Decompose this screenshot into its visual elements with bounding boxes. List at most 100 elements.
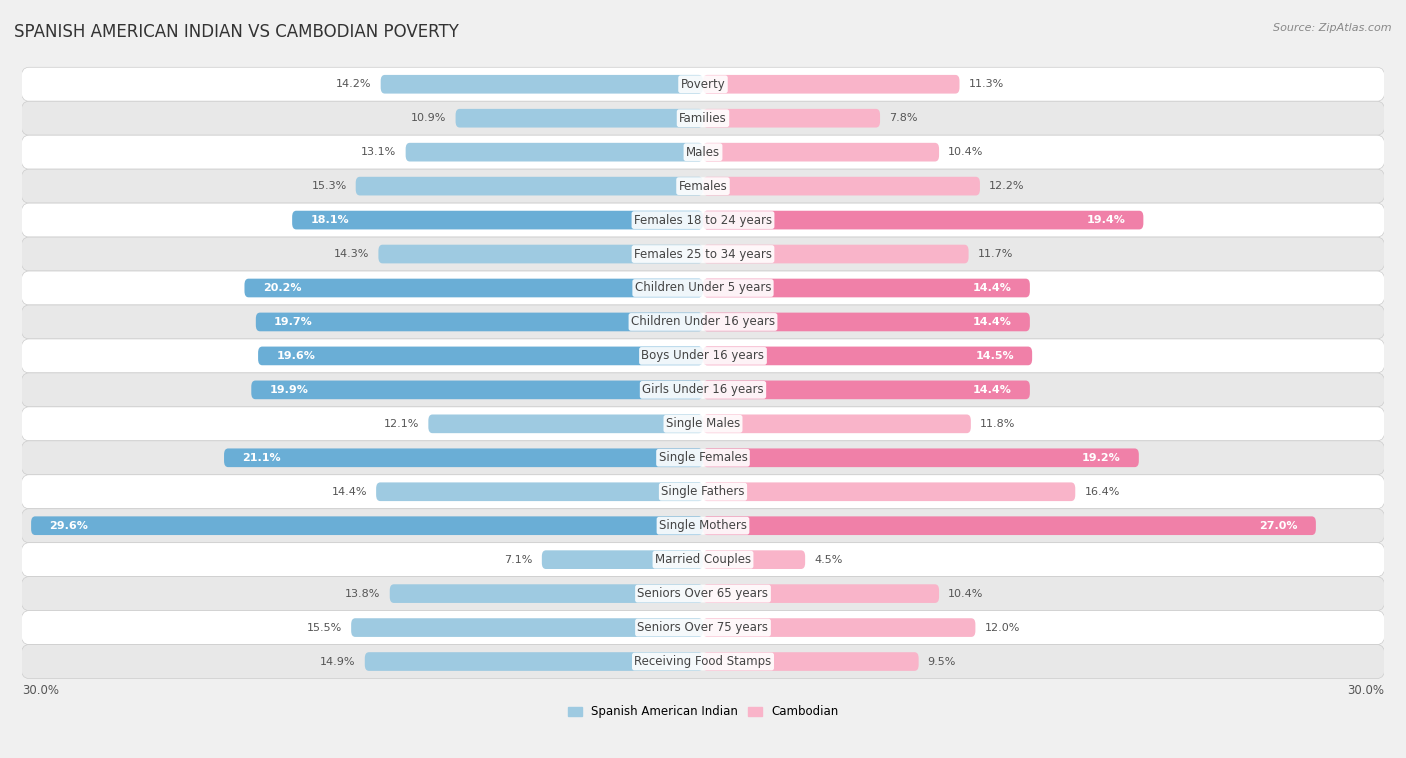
Text: 14.3%: 14.3% <box>335 249 370 259</box>
Text: Single Females: Single Females <box>658 451 748 465</box>
Text: 14.4%: 14.4% <box>973 283 1012 293</box>
Text: Boys Under 16 years: Boys Under 16 years <box>641 349 765 362</box>
Text: Females: Females <box>679 180 727 193</box>
Text: 29.6%: 29.6% <box>49 521 89 531</box>
Text: 19.4%: 19.4% <box>1087 215 1125 225</box>
FancyBboxPatch shape <box>703 312 1029 331</box>
Text: Females 25 to 34 years: Females 25 to 34 years <box>634 248 772 261</box>
FancyBboxPatch shape <box>703 415 972 433</box>
Text: Single Mothers: Single Mothers <box>659 519 747 532</box>
Text: 19.2%: 19.2% <box>1081 453 1121 463</box>
Text: 19.6%: 19.6% <box>276 351 315 361</box>
Text: 30.0%: 30.0% <box>22 684 59 697</box>
FancyBboxPatch shape <box>21 237 1385 271</box>
Text: 4.5%: 4.5% <box>814 555 842 565</box>
FancyBboxPatch shape <box>21 135 1385 169</box>
Legend: Spanish American Indian, Cambodian: Spanish American Indian, Cambodian <box>562 700 844 723</box>
FancyBboxPatch shape <box>21 475 1385 509</box>
Text: 19.9%: 19.9% <box>270 385 308 395</box>
Text: 13.1%: 13.1% <box>361 147 396 157</box>
Text: Married Couples: Married Couples <box>655 553 751 566</box>
FancyBboxPatch shape <box>703 143 939 161</box>
Text: Males: Males <box>686 146 720 158</box>
Text: 14.4%: 14.4% <box>973 385 1012 395</box>
Text: Girls Under 16 years: Girls Under 16 years <box>643 384 763 396</box>
FancyBboxPatch shape <box>703 211 1143 230</box>
Text: 16.4%: 16.4% <box>1084 487 1119 496</box>
Text: Receiving Food Stamps: Receiving Food Stamps <box>634 655 772 668</box>
FancyBboxPatch shape <box>356 177 703 196</box>
FancyBboxPatch shape <box>703 245 969 263</box>
Text: Single Fathers: Single Fathers <box>661 485 745 498</box>
FancyBboxPatch shape <box>352 619 703 637</box>
FancyBboxPatch shape <box>21 169 1385 203</box>
FancyBboxPatch shape <box>21 577 1385 611</box>
Text: 14.9%: 14.9% <box>321 656 356 666</box>
FancyBboxPatch shape <box>259 346 703 365</box>
FancyBboxPatch shape <box>21 339 1385 373</box>
FancyBboxPatch shape <box>292 211 703 230</box>
FancyBboxPatch shape <box>429 415 703 433</box>
Text: 14.4%: 14.4% <box>973 317 1012 327</box>
Text: 14.5%: 14.5% <box>976 351 1014 361</box>
FancyBboxPatch shape <box>31 516 703 535</box>
FancyBboxPatch shape <box>389 584 703 603</box>
Text: 15.5%: 15.5% <box>307 622 342 633</box>
FancyBboxPatch shape <box>21 611 1385 644</box>
Text: 19.7%: 19.7% <box>274 317 312 327</box>
FancyBboxPatch shape <box>703 381 1029 399</box>
Text: 11.8%: 11.8% <box>980 419 1015 429</box>
FancyBboxPatch shape <box>21 102 1385 135</box>
FancyBboxPatch shape <box>21 407 1385 441</box>
Text: 21.1%: 21.1% <box>242 453 281 463</box>
FancyBboxPatch shape <box>21 509 1385 543</box>
FancyBboxPatch shape <box>21 305 1385 339</box>
Text: Seniors Over 75 years: Seniors Over 75 years <box>637 621 769 634</box>
Text: Poverty: Poverty <box>681 78 725 91</box>
Text: Families: Families <box>679 111 727 125</box>
FancyBboxPatch shape <box>703 346 1032 365</box>
Text: 14.2%: 14.2% <box>336 80 371 89</box>
Text: Children Under 5 years: Children Under 5 years <box>634 281 772 295</box>
FancyBboxPatch shape <box>381 75 703 93</box>
Text: 14.4%: 14.4% <box>332 487 367 496</box>
Text: 27.0%: 27.0% <box>1260 521 1298 531</box>
Text: Children Under 16 years: Children Under 16 years <box>631 315 775 328</box>
Text: 11.3%: 11.3% <box>969 80 1004 89</box>
Text: 20.2%: 20.2% <box>263 283 301 293</box>
FancyBboxPatch shape <box>378 245 703 263</box>
FancyBboxPatch shape <box>703 279 1029 297</box>
FancyBboxPatch shape <box>456 109 703 127</box>
FancyBboxPatch shape <box>703 75 959 93</box>
FancyBboxPatch shape <box>377 482 703 501</box>
Text: Seniors Over 65 years: Seniors Over 65 years <box>637 587 769 600</box>
Text: 15.3%: 15.3% <box>311 181 347 191</box>
Text: 7.8%: 7.8% <box>889 113 918 124</box>
FancyBboxPatch shape <box>21 373 1385 407</box>
FancyBboxPatch shape <box>256 312 703 331</box>
FancyBboxPatch shape <box>224 449 703 467</box>
Text: Source: ZipAtlas.com: Source: ZipAtlas.com <box>1274 23 1392 33</box>
Text: 7.1%: 7.1% <box>505 555 533 565</box>
Text: 12.1%: 12.1% <box>384 419 419 429</box>
FancyBboxPatch shape <box>703 516 1316 535</box>
FancyBboxPatch shape <box>245 279 703 297</box>
Text: SPANISH AMERICAN INDIAN VS CAMBODIAN POVERTY: SPANISH AMERICAN INDIAN VS CAMBODIAN POV… <box>14 23 458 41</box>
FancyBboxPatch shape <box>252 381 703 399</box>
Text: 13.8%: 13.8% <box>346 589 381 599</box>
FancyBboxPatch shape <box>21 441 1385 475</box>
Text: 12.0%: 12.0% <box>984 622 1019 633</box>
FancyBboxPatch shape <box>21 203 1385 237</box>
FancyBboxPatch shape <box>364 652 703 671</box>
FancyBboxPatch shape <box>21 644 1385 678</box>
Text: 30.0%: 30.0% <box>1347 684 1384 697</box>
Text: Females 18 to 24 years: Females 18 to 24 years <box>634 214 772 227</box>
Text: 10.9%: 10.9% <box>411 113 447 124</box>
FancyBboxPatch shape <box>21 67 1385 102</box>
Text: 12.2%: 12.2% <box>988 181 1025 191</box>
Text: 10.4%: 10.4% <box>948 147 984 157</box>
Text: Single Males: Single Males <box>666 418 740 431</box>
FancyBboxPatch shape <box>703 584 939 603</box>
FancyBboxPatch shape <box>21 271 1385 305</box>
FancyBboxPatch shape <box>541 550 703 569</box>
